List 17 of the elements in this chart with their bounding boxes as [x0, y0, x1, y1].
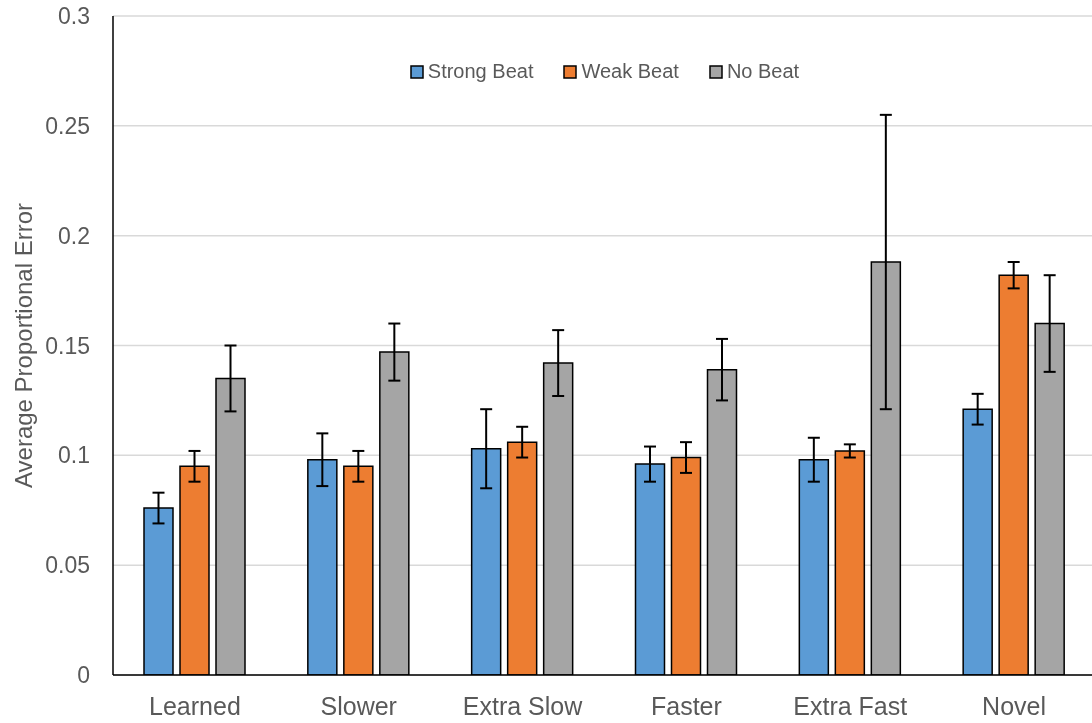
- x-tick-label: Novel: [982, 691, 1047, 720]
- x-tick-label: Faster: [650, 691, 722, 720]
- y-tick-label: 0.3: [58, 3, 90, 30]
- legend-label: Strong Beat: [427, 60, 534, 83]
- x-tick-label: Learned: [149, 691, 241, 720]
- y-tick-label: 0: [77, 662, 90, 689]
- y-tick-label: 0.1: [58, 442, 90, 469]
- legend-label: Weak Beat: [581, 60, 679, 83]
- x-tick-label: Slower: [320, 691, 397, 720]
- x-tick-label: Extra Fast: [793, 691, 908, 720]
- legend-label: No Beat: [726, 60, 800, 83]
- y-tick-label: 0.05: [45, 552, 90, 579]
- y-axis-title: Average Proportional Error: [9, 202, 37, 489]
- y-tick-label: 0.2: [58, 222, 90, 249]
- y-tick-label: 0.15: [45, 332, 90, 359]
- y-tick-label: 0.25: [45, 113, 90, 139]
- x-tick-label: Extra Slow: [462, 691, 584, 720]
